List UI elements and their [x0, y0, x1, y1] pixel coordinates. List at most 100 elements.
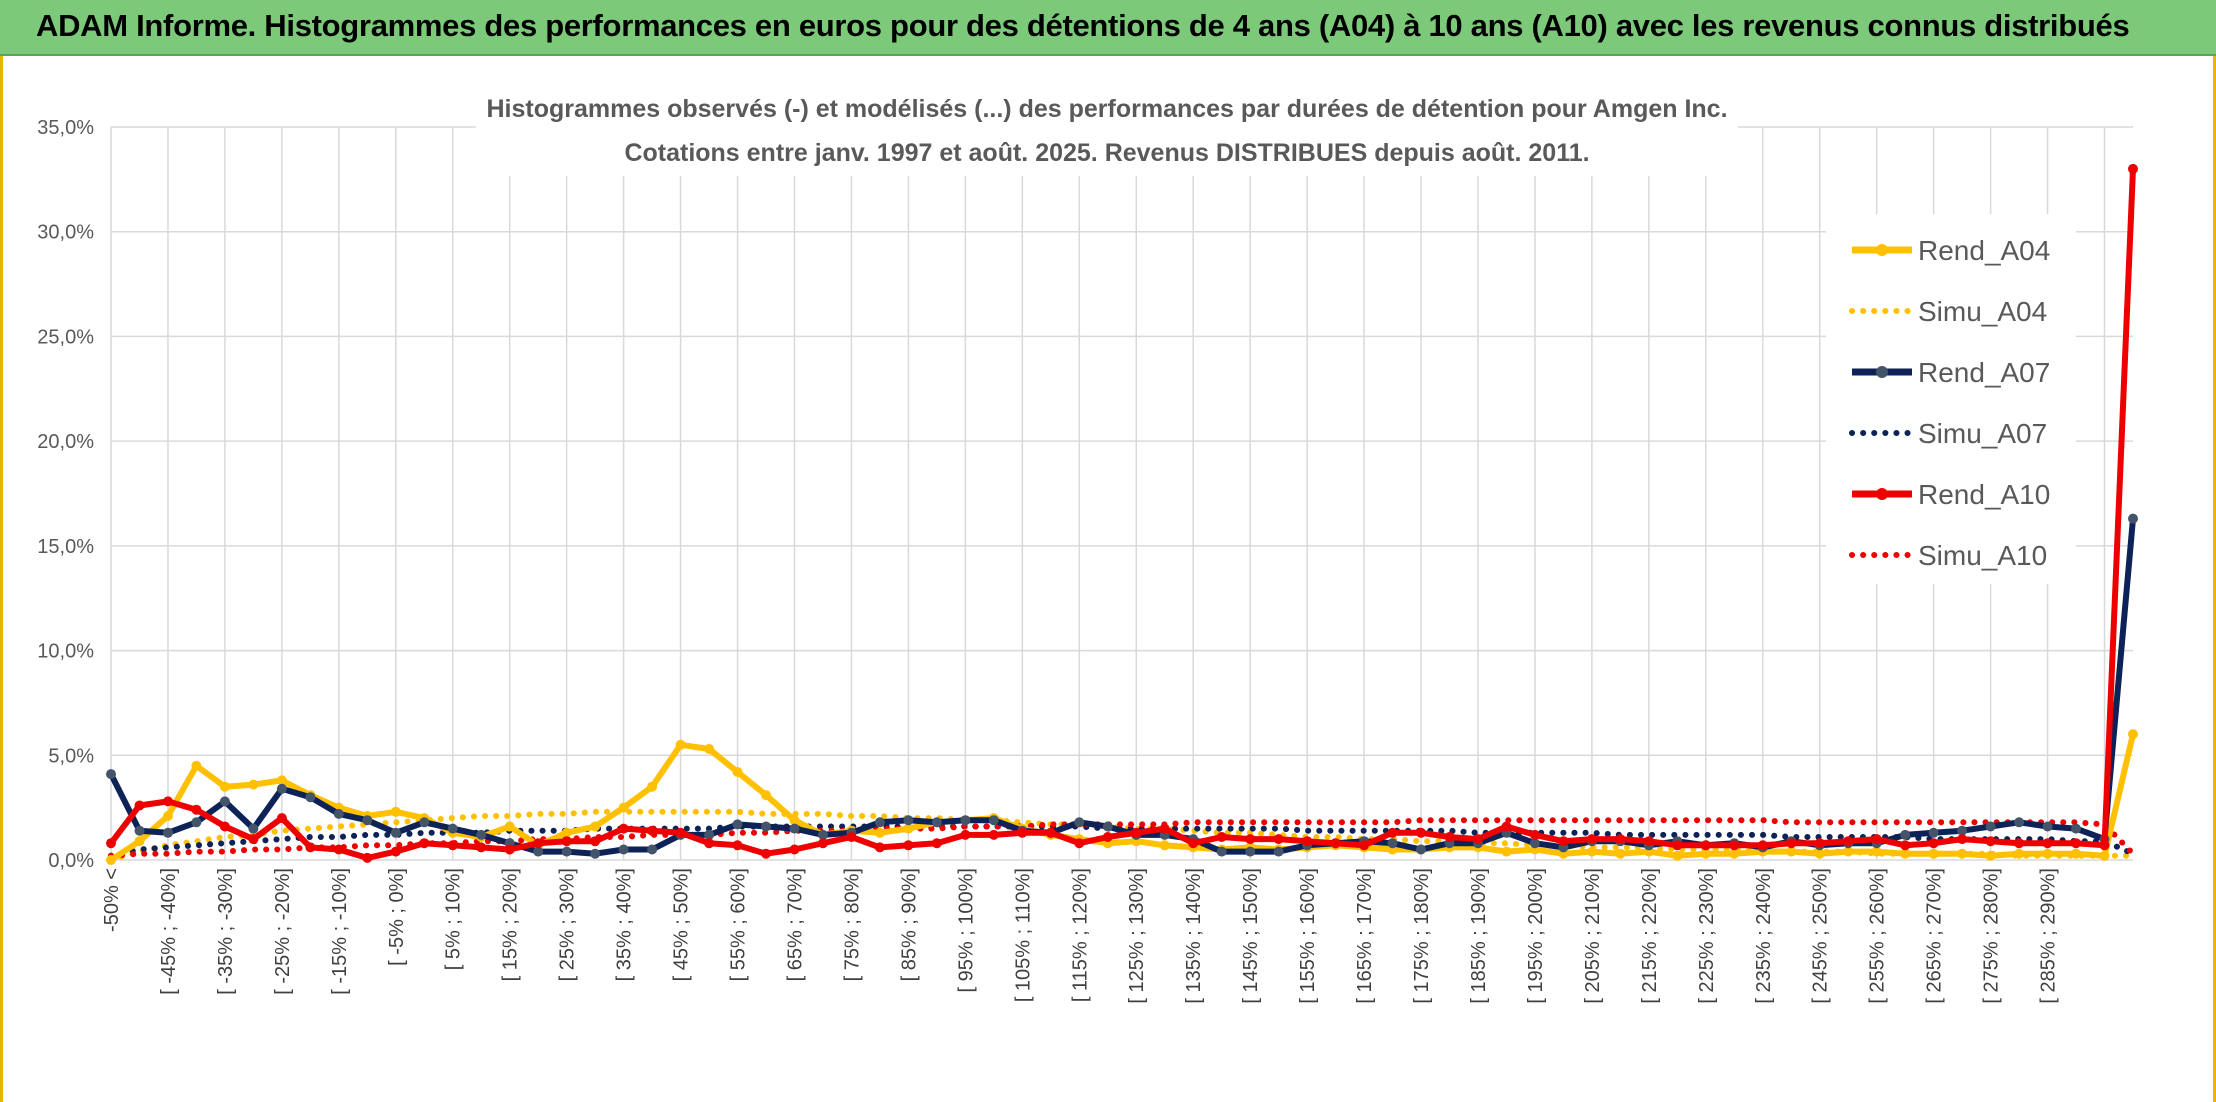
y-tick-label: 25,0%	[37, 326, 94, 348]
legend: Rend_A04 Simu_A04 Rend_A07 Simu_A07 Rend_A10…	[1826, 214, 2076, 584]
x-tick-label: [ 175% ; 180%]	[1411, 868, 1433, 1004]
y-tick-label: 35,0%	[37, 117, 94, 139]
data-point	[1928, 838, 1939, 849]
data-point	[1245, 834, 1256, 845]
data-point	[419, 817, 430, 828]
data-point	[1216, 832, 1227, 842]
data-point	[647, 781, 658, 792]
x-tick-label: [ 105% ; 110%]	[1012, 868, 1034, 1002]
legend-background	[1826, 214, 2076, 584]
legend-label: Rend_A04	[1918, 235, 2050, 266]
data-point	[1216, 846, 1227, 857]
data-point	[134, 825, 145, 836]
data-point	[1245, 846, 1256, 857]
series-rend-a10	[106, 163, 2138, 863]
data-point	[1387, 838, 1398, 849]
data-point	[561, 836, 572, 847]
data-point	[1814, 848, 1825, 859]
data-point	[1387, 827, 1398, 838]
legend-label: Simu_A07	[1918, 418, 2047, 449]
legend-item: Simu_A07	[1849, 418, 2047, 449]
data-point	[1985, 821, 1996, 832]
data-point	[276, 813, 287, 824]
data-point	[390, 827, 401, 838]
series-simu-a10	[108, 817, 2136, 859]
legend-label: Rend_A10	[1918, 479, 2050, 510]
x-tick-label: [ 135% ; 140%]	[1183, 868, 1205, 1004]
x-tick-label: -50% <	[101, 868, 123, 932]
x-tick-label: [ 15% ; 20%]	[500, 868, 522, 981]
data-point	[1985, 850, 1996, 861]
chart-subtitle: Cotations entre janv. 1997 et août. 2025…	[624, 139, 1589, 167]
data-point	[1102, 832, 1113, 842]
data-point	[1729, 840, 1740, 851]
data-point	[590, 821, 601, 832]
data-point	[732, 840, 743, 851]
data-point	[1529, 838, 1540, 849]
data-point	[1757, 840, 1768, 851]
data-point	[219, 796, 230, 807]
data-point	[561, 827, 572, 838]
data-point	[1359, 840, 1370, 851]
x-tick-label: [ 65% ; 70%]	[784, 868, 806, 981]
data-point	[818, 838, 828, 849]
x-tick-label: [ 265% ; 270%]	[1924, 868, 1946, 1004]
data-point	[333, 844, 344, 855]
data-point	[476, 842, 487, 853]
data-point	[276, 783, 287, 794]
data-point	[1131, 827, 1142, 838]
data-point	[163, 811, 173, 821]
x-tick-label: [ 255% ; 260%]	[1867, 868, 1889, 1004]
data-point	[960, 829, 971, 840]
data-point	[447, 840, 458, 851]
data-point	[1615, 834, 1626, 845]
data-point	[1843, 846, 1854, 857]
data-point	[1045, 827, 1056, 838]
data-point	[1957, 825, 1968, 836]
data-point	[1814, 838, 1825, 849]
x-axis-tick-labels: -50% < [ -45% ; -40%] [ -35% ; -30%] [ -25%…	[101, 868, 2060, 1004]
data-point	[2014, 817, 2025, 828]
x-tick-label: [ 245% ; 250%]	[1810, 868, 1832, 1004]
data-point	[191, 760, 202, 771]
title-background	[476, 86, 1738, 176]
x-tick-label: [ 225% ; 230%]	[1696, 868, 1718, 1004]
data-point	[789, 815, 800, 826]
data-point	[533, 846, 544, 857]
data-point	[134, 836, 145, 847]
data-point	[2128, 729, 2138, 740]
data-point	[2128, 513, 2138, 524]
data-point	[533, 838, 544, 849]
x-tick-label: [ 145% ; 150%]	[1240, 868, 1262, 1004]
data-point	[1273, 834, 1284, 845]
y-tick-label: 20,0%	[37, 431, 94, 453]
data-point	[647, 825, 658, 836]
data-point	[248, 834, 259, 845]
x-tick-label: [ -25% ; -20%]	[272, 868, 294, 995]
data-point	[647, 844, 658, 855]
data-point	[903, 815, 914, 826]
data-point	[1615, 848, 1626, 859]
data-point	[704, 829, 715, 840]
data-point	[960, 815, 971, 826]
x-tick-label: [ 5% ; 10%]	[443, 868, 465, 970]
x-tick-label: [ -5% ; 0%]	[386, 868, 408, 966]
data-point	[1586, 846, 1597, 857]
data-point	[1700, 840, 1711, 851]
data-point	[2014, 848, 2025, 859]
x-tick-label: [ -45% ; -40%]	[158, 868, 180, 995]
legend-label: Rend_A07	[1918, 357, 2050, 388]
data-point	[106, 855, 116, 865]
data-point	[761, 790, 771, 801]
data-point	[1416, 827, 1426, 838]
data-point	[789, 823, 800, 834]
data-point	[846, 832, 857, 842]
data-point	[789, 844, 800, 855]
data-point	[675, 739, 686, 750]
x-tick-label: [ 35% ; 40%]	[614, 868, 636, 981]
x-tick-label: [ 275% ; 280%]	[1981, 868, 2003, 1004]
x-tick-label: [ 285% ; 290%]	[2038, 868, 2060, 1004]
data-point	[276, 775, 287, 786]
